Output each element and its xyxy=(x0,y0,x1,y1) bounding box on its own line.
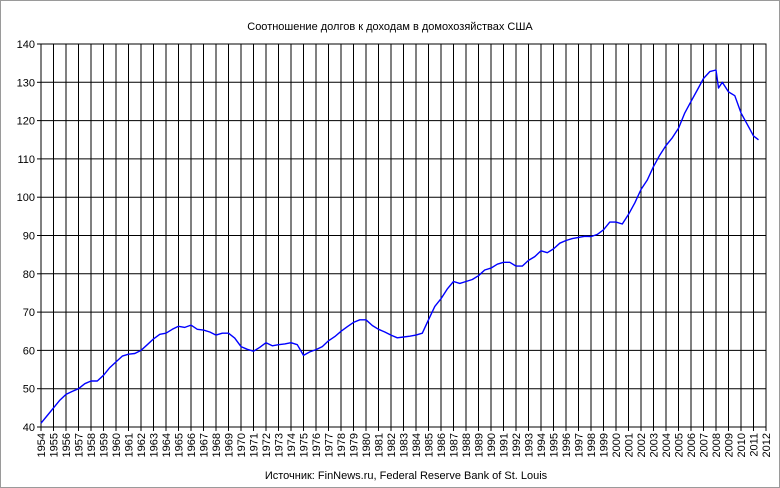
x-tick-label: 1954 xyxy=(36,433,48,457)
x-tick-label: 1975 xyxy=(299,433,311,457)
y-axis: 40 50 60 70 80 90 100 110 120 130 140 xyxy=(17,39,41,434)
x-tick-label: 1977 xyxy=(324,433,336,457)
x-tick-label: 1964 xyxy=(161,433,173,457)
x-tick-label: 1961 xyxy=(124,433,136,457)
x-tick-label: 1986 xyxy=(436,433,448,457)
grid-lines xyxy=(41,44,766,427)
x-tick-label: 1976 xyxy=(311,433,323,457)
source-note: Источник: FinNews.ru, Federal Reserve Ba… xyxy=(265,470,548,482)
x-tick-label: 1970 xyxy=(236,433,248,457)
x-tick-label: 1995 xyxy=(549,433,561,457)
y-tick-label: 110 xyxy=(17,154,35,166)
x-tick-label: 1993 xyxy=(524,433,536,457)
x-tick-label: 1967 xyxy=(199,433,211,457)
x-tick-label: 2006 xyxy=(686,433,698,457)
series-group xyxy=(40,69,759,424)
x-tick-label: 2011 xyxy=(749,433,761,457)
x-tick-label: 1983 xyxy=(399,433,411,457)
x-tick-label: 2010 xyxy=(736,433,748,457)
x-tick-label: 2007 xyxy=(699,433,711,457)
y-tick-label: 50 xyxy=(23,384,35,396)
x-tick-label: 1973 xyxy=(274,433,286,457)
x-tick-label: 1991 xyxy=(499,433,511,457)
x-tick-label: 2004 xyxy=(661,433,673,457)
x-tick-label: 2003 xyxy=(649,433,661,457)
x-tick-label: 1980 xyxy=(361,433,373,457)
x-tick-label: 1984 xyxy=(411,433,423,457)
x-tick-label: 1979 xyxy=(349,433,361,457)
x-tick-label: 1998 xyxy=(586,433,598,457)
y-tick-label: 70 xyxy=(23,307,35,319)
x-tick-label: 1999 xyxy=(599,433,611,457)
x-tick-label: 1982 xyxy=(386,433,398,457)
x-tick-label: 1962 xyxy=(136,433,148,457)
x-tick-label: 1955 xyxy=(49,433,61,457)
y-tick-label: 120 xyxy=(17,116,35,128)
x-tick-label: 1963 xyxy=(149,433,161,457)
x-tick-label: 2008 xyxy=(711,433,723,457)
x-tick-label: 1987 xyxy=(449,433,461,457)
x-tick-label: 1958 xyxy=(86,433,98,457)
x-tick-label: 2000 xyxy=(611,433,623,457)
x-tick-label: 1956 xyxy=(61,433,73,457)
y-tick-label: 80 xyxy=(23,269,35,281)
x-tick-label: 1965 xyxy=(174,433,186,457)
x-axis: 1954 1955 1956 1957 1958 1959 1960 1961 1962 1963… xyxy=(36,427,773,457)
x-tick-label: 2001 xyxy=(624,433,636,457)
x-tick-label: 1959 xyxy=(99,433,111,457)
chart-title: Соотношение долгов к доходам в домохозяй… xyxy=(247,21,533,33)
x-tick-label: 1988 xyxy=(461,433,473,457)
x-tick-label: 2005 xyxy=(674,433,686,457)
x-tick-label: 1992 xyxy=(511,433,523,457)
x-tick-label: 1974 xyxy=(286,433,298,457)
x-tick-label: 1957 xyxy=(74,433,86,457)
x-tick-label: 1985 xyxy=(424,433,436,457)
y-tick-label: 100 xyxy=(17,192,35,204)
x-tick-label: 1978 xyxy=(336,433,348,457)
x-tick-label: 1968 xyxy=(211,433,223,457)
x-tick-label: 2012 xyxy=(761,433,773,457)
series-line xyxy=(40,69,759,424)
x-tick-label: 1994 xyxy=(536,433,548,457)
x-tick-label: 1972 xyxy=(261,433,273,457)
x-tick-label: 1966 xyxy=(186,433,198,457)
y-tick-label: 130 xyxy=(17,77,35,89)
x-tick-label: 1969 xyxy=(224,433,236,457)
x-tick-label: 1981 xyxy=(374,433,386,457)
y-tick-label: 60 xyxy=(23,345,35,357)
y-tick-label: 40 xyxy=(23,422,35,434)
x-tick-label: 2009 xyxy=(724,433,736,457)
x-tick-label: 2002 xyxy=(636,433,648,457)
y-tick-label: 140 xyxy=(17,39,35,51)
x-tick-label: 1989 xyxy=(474,433,486,457)
x-tick-label: 1960 xyxy=(111,433,123,457)
x-tick-label: 1996 xyxy=(561,433,573,457)
x-tick-label: 1997 xyxy=(574,433,586,457)
x-tick-label: 1990 xyxy=(486,433,498,457)
x-tick-label: 1971 xyxy=(249,433,261,457)
y-tick-label: 90 xyxy=(23,231,35,243)
